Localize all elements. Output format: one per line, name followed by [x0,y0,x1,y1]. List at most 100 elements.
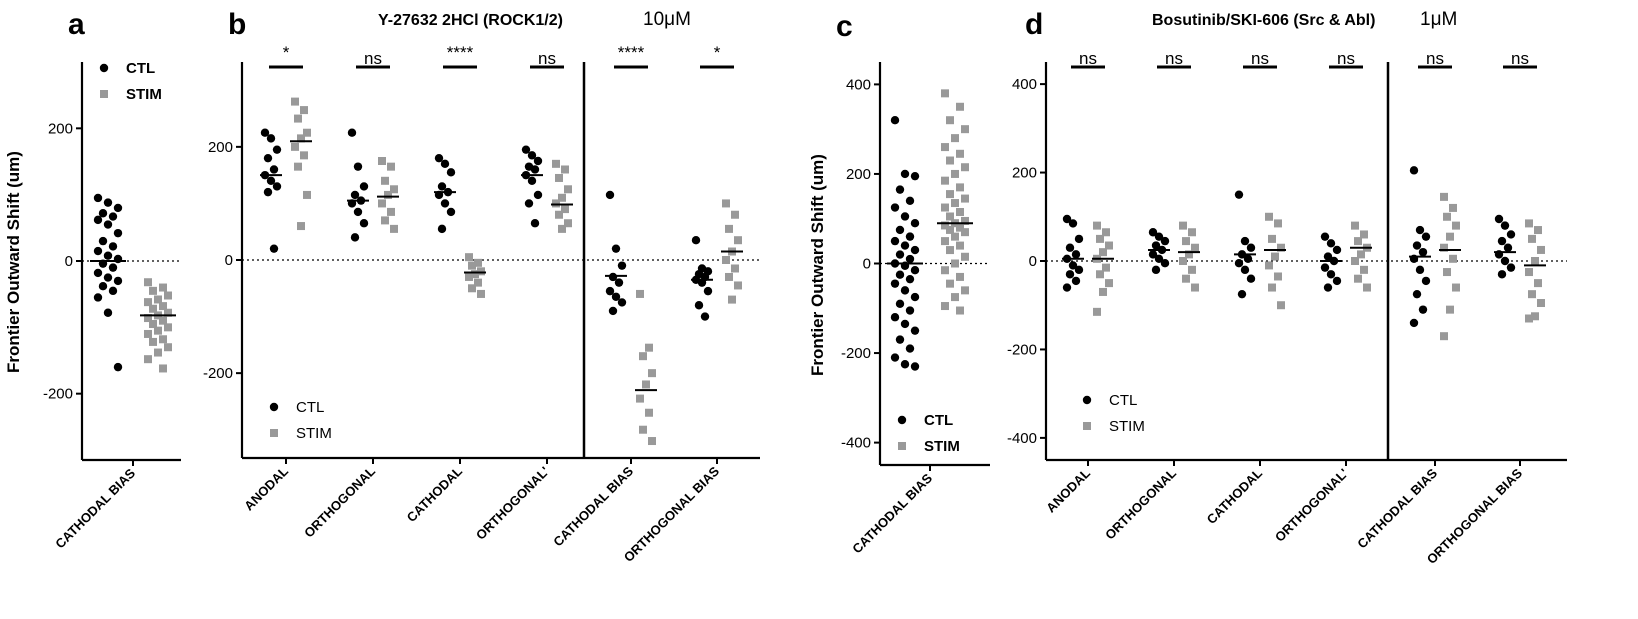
panel-d-stim-point [1449,254,1457,263]
panel-d-stim-point [1268,283,1276,292]
panel-b-stim-point [564,219,572,228]
panel-d-ctl-point [1071,250,1081,259]
panel-c-legend-stim-label: STIM [924,438,960,455]
panel-c-stim-point [946,246,954,255]
panel-b-stim-point [725,224,733,233]
panel-c-ytick-label: -200 [841,345,871,362]
panel-b-ctl-point [446,207,456,217]
panel-d-stim-point [1265,261,1273,270]
panel-b-stim-point [294,114,302,123]
panel-d-stim-point [1188,265,1196,274]
panel-c-stim-point [941,89,949,98]
panel-d-stim-point [1525,314,1533,323]
panel-b-stim-point [731,210,739,219]
panel-d-ctl-point [1332,276,1342,286]
panel-c-stim-point [961,163,969,172]
panel-d-ctl-point [1326,270,1336,279]
panel-d-stim-point [1096,270,1104,279]
panel-b-stim-point [291,97,299,106]
panel-c-stim-point [941,237,949,246]
panel-d-stim-point [1096,234,1104,243]
panel-a-ctl-point [113,203,123,213]
panel-a-ctl-point [98,236,108,246]
panel-d-xtick-label: ORTHOGONAL' [1272,466,1351,545]
panel-d-sig-label: ns [1337,49,1355,68]
panel-b-stim-point [734,236,742,245]
panel-b-stim-point [297,134,305,143]
panel-d-xtick-label: CATHODAL [1204,465,1266,527]
panel-a-ytick-label: 0 [65,253,73,270]
panel-d-stim-point [1534,279,1542,288]
panel-d-ctl-point [1234,259,1244,268]
panel-c-ctl-point [900,319,910,329]
panel-d-ctl-point [1234,190,1244,199]
panel-b-ctl-point [359,219,369,228]
panel-d-ctl-point [1320,232,1330,241]
panel-b-ctl-point [263,153,273,163]
panel-b-ctl-point [440,159,450,169]
panel-b-ctl-point [437,224,447,234]
panel-b-ctl-point [611,292,621,301]
panel-d-ctl-point [1074,265,1084,275]
panel-c-legend-ctl-label: CTL [924,412,953,429]
panel-d-stim-point [1443,268,1451,277]
panel-d-ctl-point [1412,289,1422,299]
panel-b-ctl-point [266,176,276,185]
panel-a-legend-ctl-marker [99,63,109,73]
panel-d-stim-point [1525,268,1533,277]
panel-a-stim-point [164,291,172,300]
panel-d-ctl-point [1503,243,1513,252]
panel-b-ctl-point [521,145,531,154]
panel-a-legend-stim-label: STIM [126,86,162,103]
panel-d-ctl-point [1326,239,1336,248]
panel-b-ytick-label: 0 [225,252,233,269]
panel-b-ctl-point [359,182,369,191]
panel-d-stim-point [1188,228,1196,237]
panel-b-ctl-point [353,207,363,217]
panel-d-ctl-point [1071,276,1081,286]
panel-d-ytick-label: -400 [1007,430,1037,447]
panel-d-sig-label: ns [1079,49,1097,68]
panel-c-ctl-point [905,274,915,284]
panel-b-xtick-label: ORTHOGONAL [301,463,378,540]
panel-c-stim-point [941,302,949,311]
panel-c-stim-point [946,212,954,221]
panel-d-xtick-label: ORTHOGONAL [1102,465,1179,542]
panel-d-ctl-point [1409,318,1419,328]
panel-d-xtick-label: ANODAL [1043,465,1093,515]
panel-b-ctl-point [605,190,615,200]
panel-b-stim-point [390,185,398,194]
panel-b-stim-point [390,224,398,233]
panel-b-stim-point [561,205,569,214]
panel-c-stim-point [941,266,949,275]
panel-b-xtick-label: ORTHOGONAL BIAS [621,463,723,565]
plot-layer: -200 0 200 CATHODAL BIAS CTL STIM -200 0 200 ANOD… [43,43,1567,567]
panel-d-stim-point [1534,226,1542,235]
panel-c-ctl-point [905,232,915,241]
panel-b-stim-point [734,281,742,290]
panel-c-ctl-point [910,245,920,255]
panel-c-ctl-point [905,254,915,264]
panel-b-stim-point [303,190,311,199]
panel-b-ctl-point [605,286,615,296]
panel-d-dose: 1μM [1420,9,1457,30]
panel-b-stim-point [378,157,386,165]
panel-a-ytick-label: 200 [48,120,73,137]
panel-a-ctl-point [113,276,123,286]
panel-d-legend-stim-marker [1083,422,1091,430]
panel-d-stim-point [1531,312,1539,321]
panel-c-stim-point [951,169,959,178]
panel-d-ctl-point [1500,221,1510,230]
panel-a-ctl-point [103,198,113,207]
panel-d-ctl-point [1062,283,1072,292]
panel-b-ctl-point [437,182,447,191]
panel-d-ctl-point [1068,261,1078,270]
panel-d-stim-point [1105,241,1113,250]
panel-b-legend-stim-marker [270,429,278,437]
panel-d-ctl-point [1151,241,1161,250]
panel-b-sig-label: * [283,43,290,62]
panel-c-ctl-point [890,203,900,212]
panel-c-stim-point [961,228,969,237]
panel-c-stim-point [961,216,969,225]
